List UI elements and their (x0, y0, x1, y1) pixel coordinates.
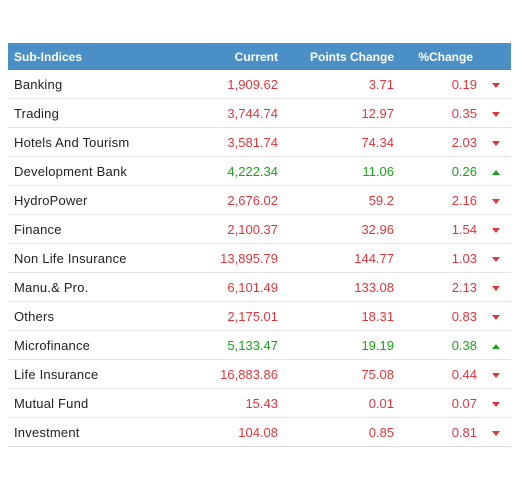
current-value: 3,744.74 (193, 98, 282, 128)
table-row[interactable]: HydroPower 2,676.02 59.2 2.16 (8, 185, 511, 215)
sub-index-name[interactable]: Hotels And Tourism (8, 127, 193, 157)
current-value: 104.08 (193, 417, 282, 447)
table-body: Banking 1,909.62 3.71 0.19 Trading 3,744.74 12… (8, 70, 511, 447)
points-change-value: 32.96 (282, 214, 402, 244)
percent-change-value: 0.38 (402, 330, 481, 360)
current-value: 6,101.49 (193, 272, 282, 302)
sub-index-name[interactable]: Finance (8, 214, 193, 244)
triangle-down-icon (481, 127, 511, 157)
sub-index-name[interactable]: Manu.& Pro. (8, 272, 193, 302)
current-value: 13,895.79 (193, 243, 282, 273)
triangle-down-icon (481, 359, 511, 389)
percent-change-value: 1.03 (402, 243, 481, 273)
current-value: 3,581.74 (193, 127, 282, 157)
sub-index-name[interactable]: Others (8, 301, 193, 331)
table-row[interactable]: Manu.& Pro. 6,101.49 133.08 2.13 (8, 272, 511, 302)
percent-change-value: 0.26 (402, 156, 481, 186)
triangle-up-icon (481, 156, 511, 186)
triangle-up-icon (481, 330, 511, 360)
sub-index-name[interactable]: Trading (8, 98, 193, 128)
percent-change-value: 2.13 (402, 272, 481, 302)
current-value: 4,222.34 (193, 156, 282, 186)
table-row[interactable]: Investment 104.08 0.85 0.81 (8, 417, 511, 447)
points-change-value: 144.77 (282, 243, 402, 273)
table-row[interactable]: Life Insurance 16,883.86 75.08 0.44 (8, 359, 511, 389)
points-change-value: 0.01 (282, 388, 402, 418)
points-change-value: 19.19 (282, 330, 402, 360)
table-row[interactable]: Banking 1,909.62 3.71 0.19 (8, 70, 511, 99)
sub-index-name[interactable]: Development Bank (8, 156, 193, 186)
header-points-change[interactable]: Points Change (282, 43, 402, 70)
sub-indices-panel: Sub-Indices Current Points Change %Chang… (8, 43, 511, 447)
points-change-value: 11.06 (282, 156, 402, 186)
percent-change-value: 2.03 (402, 127, 481, 157)
points-change-value: 0.85 (282, 417, 402, 447)
sub-index-name[interactable]: Non Life Insurance (8, 243, 193, 273)
percent-change-value: 0.35 (402, 98, 481, 128)
percent-change-value: 0.83 (402, 301, 481, 331)
table-row[interactable]: Mutual Fund 15.43 0.01 0.07 (8, 388, 511, 418)
percent-change-value: 0.81 (402, 417, 481, 447)
percent-change-value: 0.07 (402, 388, 481, 418)
header-percent-change[interactable]: %Change (402, 43, 481, 70)
points-change-value: 3.71 (282, 70, 402, 99)
current-value: 15.43 (193, 388, 282, 418)
percent-change-value: 1.54 (402, 214, 481, 244)
current-value: 16,883.86 (193, 359, 282, 389)
triangle-down-icon (481, 388, 511, 418)
sub-index-name[interactable]: Life Insurance (8, 359, 193, 389)
sub-indices-table: Sub-Indices Current Points Change %Chang… (8, 43, 511, 447)
triangle-down-icon (481, 243, 511, 273)
current-value: 1,909.62 (193, 70, 282, 99)
points-change-value: 59.2 (282, 185, 402, 215)
current-value: 2,100.37 (193, 214, 282, 244)
sub-index-name[interactable]: Mutual Fund (8, 388, 193, 418)
triangle-down-icon (481, 272, 511, 302)
triangle-down-icon (481, 214, 511, 244)
current-value: 5,133.47 (193, 330, 282, 360)
header-trend (481, 43, 511, 70)
sub-index-name[interactable]: Banking (8, 70, 193, 99)
table-row[interactable]: Microfinance 5,133.47 19.19 0.38 (8, 330, 511, 360)
table-row[interactable]: Non Life Insurance 13,895.79 144.77 1.03 (8, 243, 511, 273)
table-row[interactable]: Others 2,175.01 18.31 0.83 (8, 301, 511, 331)
table-header-row: Sub-Indices Current Points Change %Chang… (8, 43, 511, 70)
percent-change-value: 2.16 (402, 185, 481, 215)
points-change-value: 12.97 (282, 98, 402, 128)
triangle-down-icon (481, 185, 511, 215)
percent-change-value: 0.44 (402, 359, 481, 389)
table-row[interactable]: Development Bank 4,222.34 11.06 0.26 (8, 156, 511, 186)
points-change-value: 18.31 (282, 301, 402, 331)
header-current[interactable]: Current (193, 43, 282, 70)
points-change-value: 74.34 (282, 127, 402, 157)
triangle-down-icon (481, 98, 511, 128)
points-change-value: 133.08 (282, 272, 402, 302)
sub-index-name[interactable]: HydroPower (8, 185, 193, 215)
header-sub-indices[interactable]: Sub-Indices (8, 43, 193, 70)
table-row[interactable]: Finance 2,100.37 32.96 1.54 (8, 214, 511, 244)
points-change-value: 75.08 (282, 359, 402, 389)
current-value: 2,175.01 (193, 301, 282, 331)
table-row[interactable]: Hotels And Tourism 3,581.74 74.34 2.03 (8, 127, 511, 157)
table-row[interactable]: Trading 3,744.74 12.97 0.35 (8, 98, 511, 128)
triangle-down-icon (481, 417, 511, 447)
sub-index-name[interactable]: Microfinance (8, 330, 193, 360)
triangle-down-icon (481, 70, 511, 99)
triangle-down-icon (481, 301, 511, 331)
current-value: 2,676.02 (193, 185, 282, 215)
sub-index-name[interactable]: Investment (8, 417, 193, 447)
percent-change-value: 0.19 (402, 70, 481, 99)
